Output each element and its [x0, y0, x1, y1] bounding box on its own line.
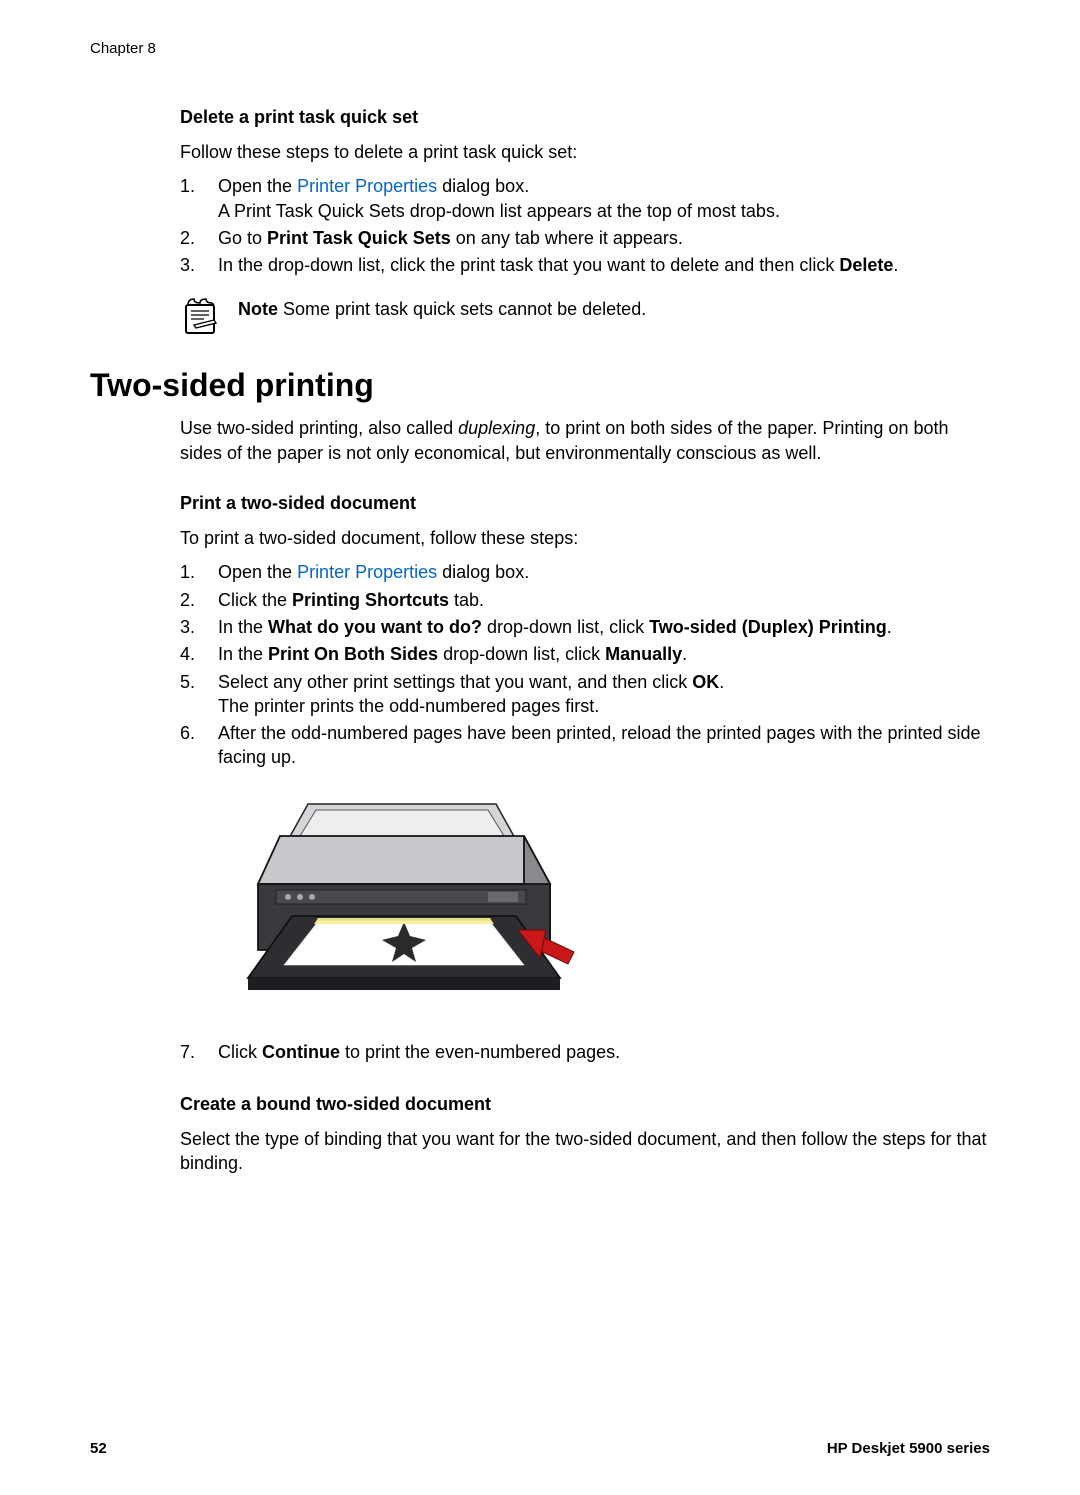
step-text: dialog box. — [437, 562, 529, 582]
product-name: HP Deskjet 5900 series — [827, 1440, 990, 1457]
step-bold: Two-sided (Duplex) Printing — [649, 617, 887, 637]
step-text: Click the — [218, 590, 292, 610]
note-label: Note — [238, 299, 278, 319]
step-subtext: The printer prints the odd-numbered page… — [218, 694, 990, 718]
note-body: Some print task quick sets cannot be del… — [278, 299, 646, 319]
step-bold: OK — [692, 672, 719, 692]
main-heading: Two-sided printing — [90, 367, 990, 404]
step-text: on any tab where it appears. — [451, 228, 683, 248]
section2-steps: Open the Printer Properties dialog box. … — [180, 560, 990, 769]
step-bold: Manually — [605, 644, 682, 664]
intro-paragraph: Use two-sided printing, also called dupl… — [180, 416, 990, 465]
step-bold: Delete — [839, 255, 893, 275]
note-text: Note Some print task quick sets cannot b… — [238, 295, 646, 321]
step-text: . — [682, 644, 687, 664]
note-icon — [180, 295, 222, 337]
section3-title: Create a bound two-sided document — [180, 1094, 990, 1115]
step-text: . — [893, 255, 898, 275]
step-text: Open the — [218, 176, 297, 196]
step-text: . — [719, 672, 724, 692]
section1-title: Delete a print task quick set — [180, 107, 990, 128]
list-item: In the Print On Both Sides drop-down lis… — [180, 642, 990, 666]
step-text: drop-down list, click — [438, 644, 605, 664]
list-item: In the What do you want to do? drop-down… — [180, 615, 990, 639]
step-text: tab. — [449, 590, 484, 610]
section2-steps-cont: Click Continue to print the even-numbere… — [180, 1040, 990, 1064]
step-bold: Continue — [262, 1042, 340, 1062]
note-block: Note Some print task quick sets cannot b… — [180, 295, 990, 337]
printer-properties-link[interactable]: Printer Properties — [297, 176, 437, 196]
page-footer: 52 HP Deskjet 5900 series — [90, 1440, 990, 1457]
section2-title: Print a two-sided document — [180, 493, 990, 514]
step-subtext: A Print Task Quick Sets drop-down list a… — [218, 199, 990, 223]
step-bold: Print On Both Sides — [268, 644, 438, 664]
step-text: In the — [218, 644, 268, 664]
step-text: dialog box. — [437, 176, 529, 196]
step-text: After the odd-numbered pages have been p… — [218, 723, 981, 767]
printer-properties-link[interactable]: Printer Properties — [297, 562, 437, 582]
printer-illustration — [218, 790, 990, 1020]
list-item: Select any other print settings that you… — [180, 670, 990, 719]
intro-text: Use two-sided printing, also called — [180, 418, 458, 438]
chapter-header: Chapter 8 — [90, 40, 990, 57]
step-text: drop-down list, click — [482, 617, 649, 637]
step-text: Select any other print settings that you… — [218, 672, 692, 692]
list-item: After the odd-numbered pages have been p… — [180, 721, 990, 770]
page-container: Chapter 8 Delete a print task quick set … — [0, 0, 1080, 1176]
step-text: In the drop-down list, click the print t… — [218, 255, 839, 275]
section1-intro: Follow these steps to delete a print tas… — [180, 140, 990, 164]
list-item: Click Continue to print the even-numbere… — [180, 1040, 990, 1064]
step-text: In the — [218, 617, 268, 637]
intro-italic: duplexing — [458, 418, 535, 438]
section2-intro: To print a two-sided document, follow th… — [180, 526, 990, 550]
page-number: 52 — [90, 1440, 107, 1457]
section1-steps: Open the Printer Properties dialog box. … — [180, 174, 990, 277]
list-item: Go to Print Task Quick Sets on any tab w… — [180, 226, 990, 250]
list-item: Click the Printing Shortcuts tab. — [180, 588, 990, 612]
step-text: Click — [218, 1042, 262, 1062]
list-item: Open the Printer Properties dialog box. — [180, 560, 990, 584]
step-bold: Print Task Quick Sets — [267, 228, 451, 248]
step-text: . — [887, 617, 892, 637]
list-item: In the drop-down list, click the print t… — [180, 253, 990, 277]
list-item: Open the Printer Properties dialog box. … — [180, 174, 990, 223]
step-bold: What do you want to do? — [268, 617, 482, 637]
step-bold: Printing Shortcuts — [292, 590, 449, 610]
section3-text: Select the type of binding that you want… — [180, 1127, 990, 1176]
step-text: Open the — [218, 562, 297, 582]
step-text: to print the even-numbered pages. — [340, 1042, 620, 1062]
step-text: Go to — [218, 228, 267, 248]
